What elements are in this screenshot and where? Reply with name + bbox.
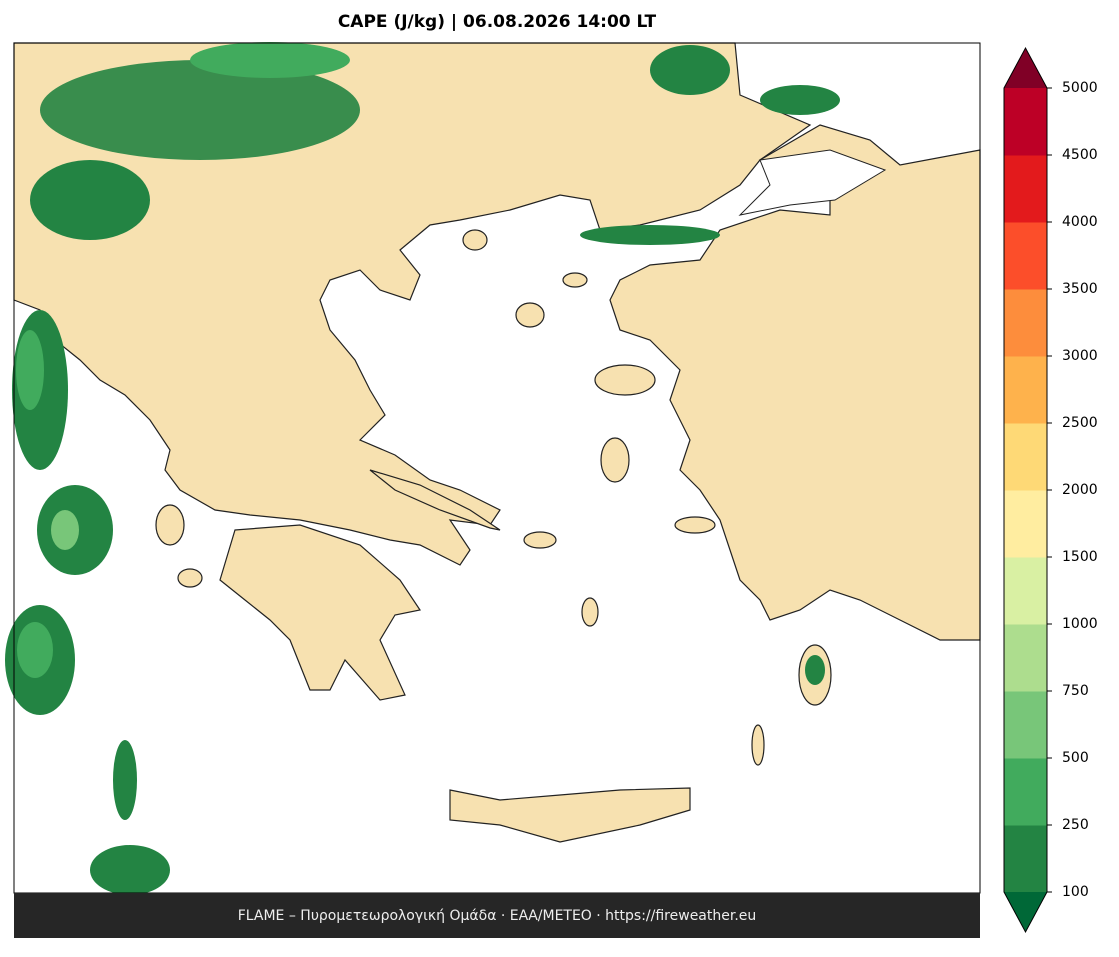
colorbar-tick-label: 1000 bbox=[1062, 616, 1098, 632]
chios bbox=[600, 437, 630, 483]
imbros bbox=[562, 272, 588, 288]
colorbar-tick-label: 100 bbox=[1062, 884, 1089, 900]
colorbar-band bbox=[1004, 88, 1047, 156]
colorbar-band bbox=[1004, 356, 1047, 424]
balkans bbox=[13, 42, 812, 566]
andros bbox=[523, 531, 557, 549]
colorbar-band bbox=[1004, 624, 1047, 692]
anatolia bbox=[609, 124, 981, 641]
colorbar-tick-label: 2000 bbox=[1062, 482, 1098, 498]
marmara-sea bbox=[738, 149, 887, 216]
colorbar-tick-label: 5000 bbox=[1062, 80, 1098, 96]
thasos bbox=[462, 229, 488, 251]
cape-field bbox=[5, 42, 840, 895]
colorbar-tick-label: 4000 bbox=[1062, 214, 1098, 230]
crete bbox=[449, 787, 691, 843]
samos bbox=[674, 516, 716, 534]
karpathos bbox=[751, 724, 765, 766]
colorbar-tick-label: 4500 bbox=[1062, 147, 1098, 163]
colorbar-over bbox=[1004, 48, 1047, 88]
colorbar-tick-label: 1500 bbox=[1062, 549, 1098, 565]
lemnos bbox=[515, 302, 545, 328]
colorbar-under bbox=[1004, 892, 1047, 932]
naxos bbox=[581, 597, 599, 627]
map: FLAME – Πυρομετεωρολογική Ομάδα · ΕΑΑ/ME… bbox=[5, 42, 981, 938]
colorbar-band bbox=[1004, 490, 1047, 558]
zakynthos bbox=[177, 568, 203, 588]
colorbar-band bbox=[1004, 758, 1047, 826]
peloponnese bbox=[219, 524, 421, 701]
colorbar-band bbox=[1004, 423, 1047, 491]
lesbos bbox=[594, 364, 656, 396]
colorbar-tick-label: 2500 bbox=[1062, 415, 1098, 431]
colorbar-tick-label: 250 bbox=[1062, 817, 1089, 833]
colorbar-tick-label: 3500 bbox=[1062, 281, 1098, 297]
colorbar: 100 250 500 750 1000 1500 2000 2500 3000 3500 4000… bbox=[1003, 46, 1098, 934]
colorbar-band bbox=[1004, 155, 1047, 223]
colorbar-tick-label: 3000 bbox=[1062, 348, 1098, 364]
colorbar-band bbox=[1004, 289, 1047, 357]
colorbar-band bbox=[1004, 691, 1047, 759]
colorbar-tick-label: 750 bbox=[1062, 683, 1089, 699]
colorbar-tick-label: 500 bbox=[1062, 750, 1089, 766]
kefalonia bbox=[155, 504, 185, 546]
colorbar-band bbox=[1004, 557, 1047, 625]
colorbar-band bbox=[1004, 825, 1047, 893]
map-title: CAPE (J/kg) | 06.08.2026 14:00 LT bbox=[338, 12, 657, 32]
footer-text: FLAME – Πυρομετεωρολογική Ομάδα · ΕΑΑ/ME… bbox=[238, 908, 757, 924]
evia bbox=[369, 469, 501, 531]
colorbar-band bbox=[1004, 222, 1047, 290]
footer-bar bbox=[14, 893, 980, 938]
